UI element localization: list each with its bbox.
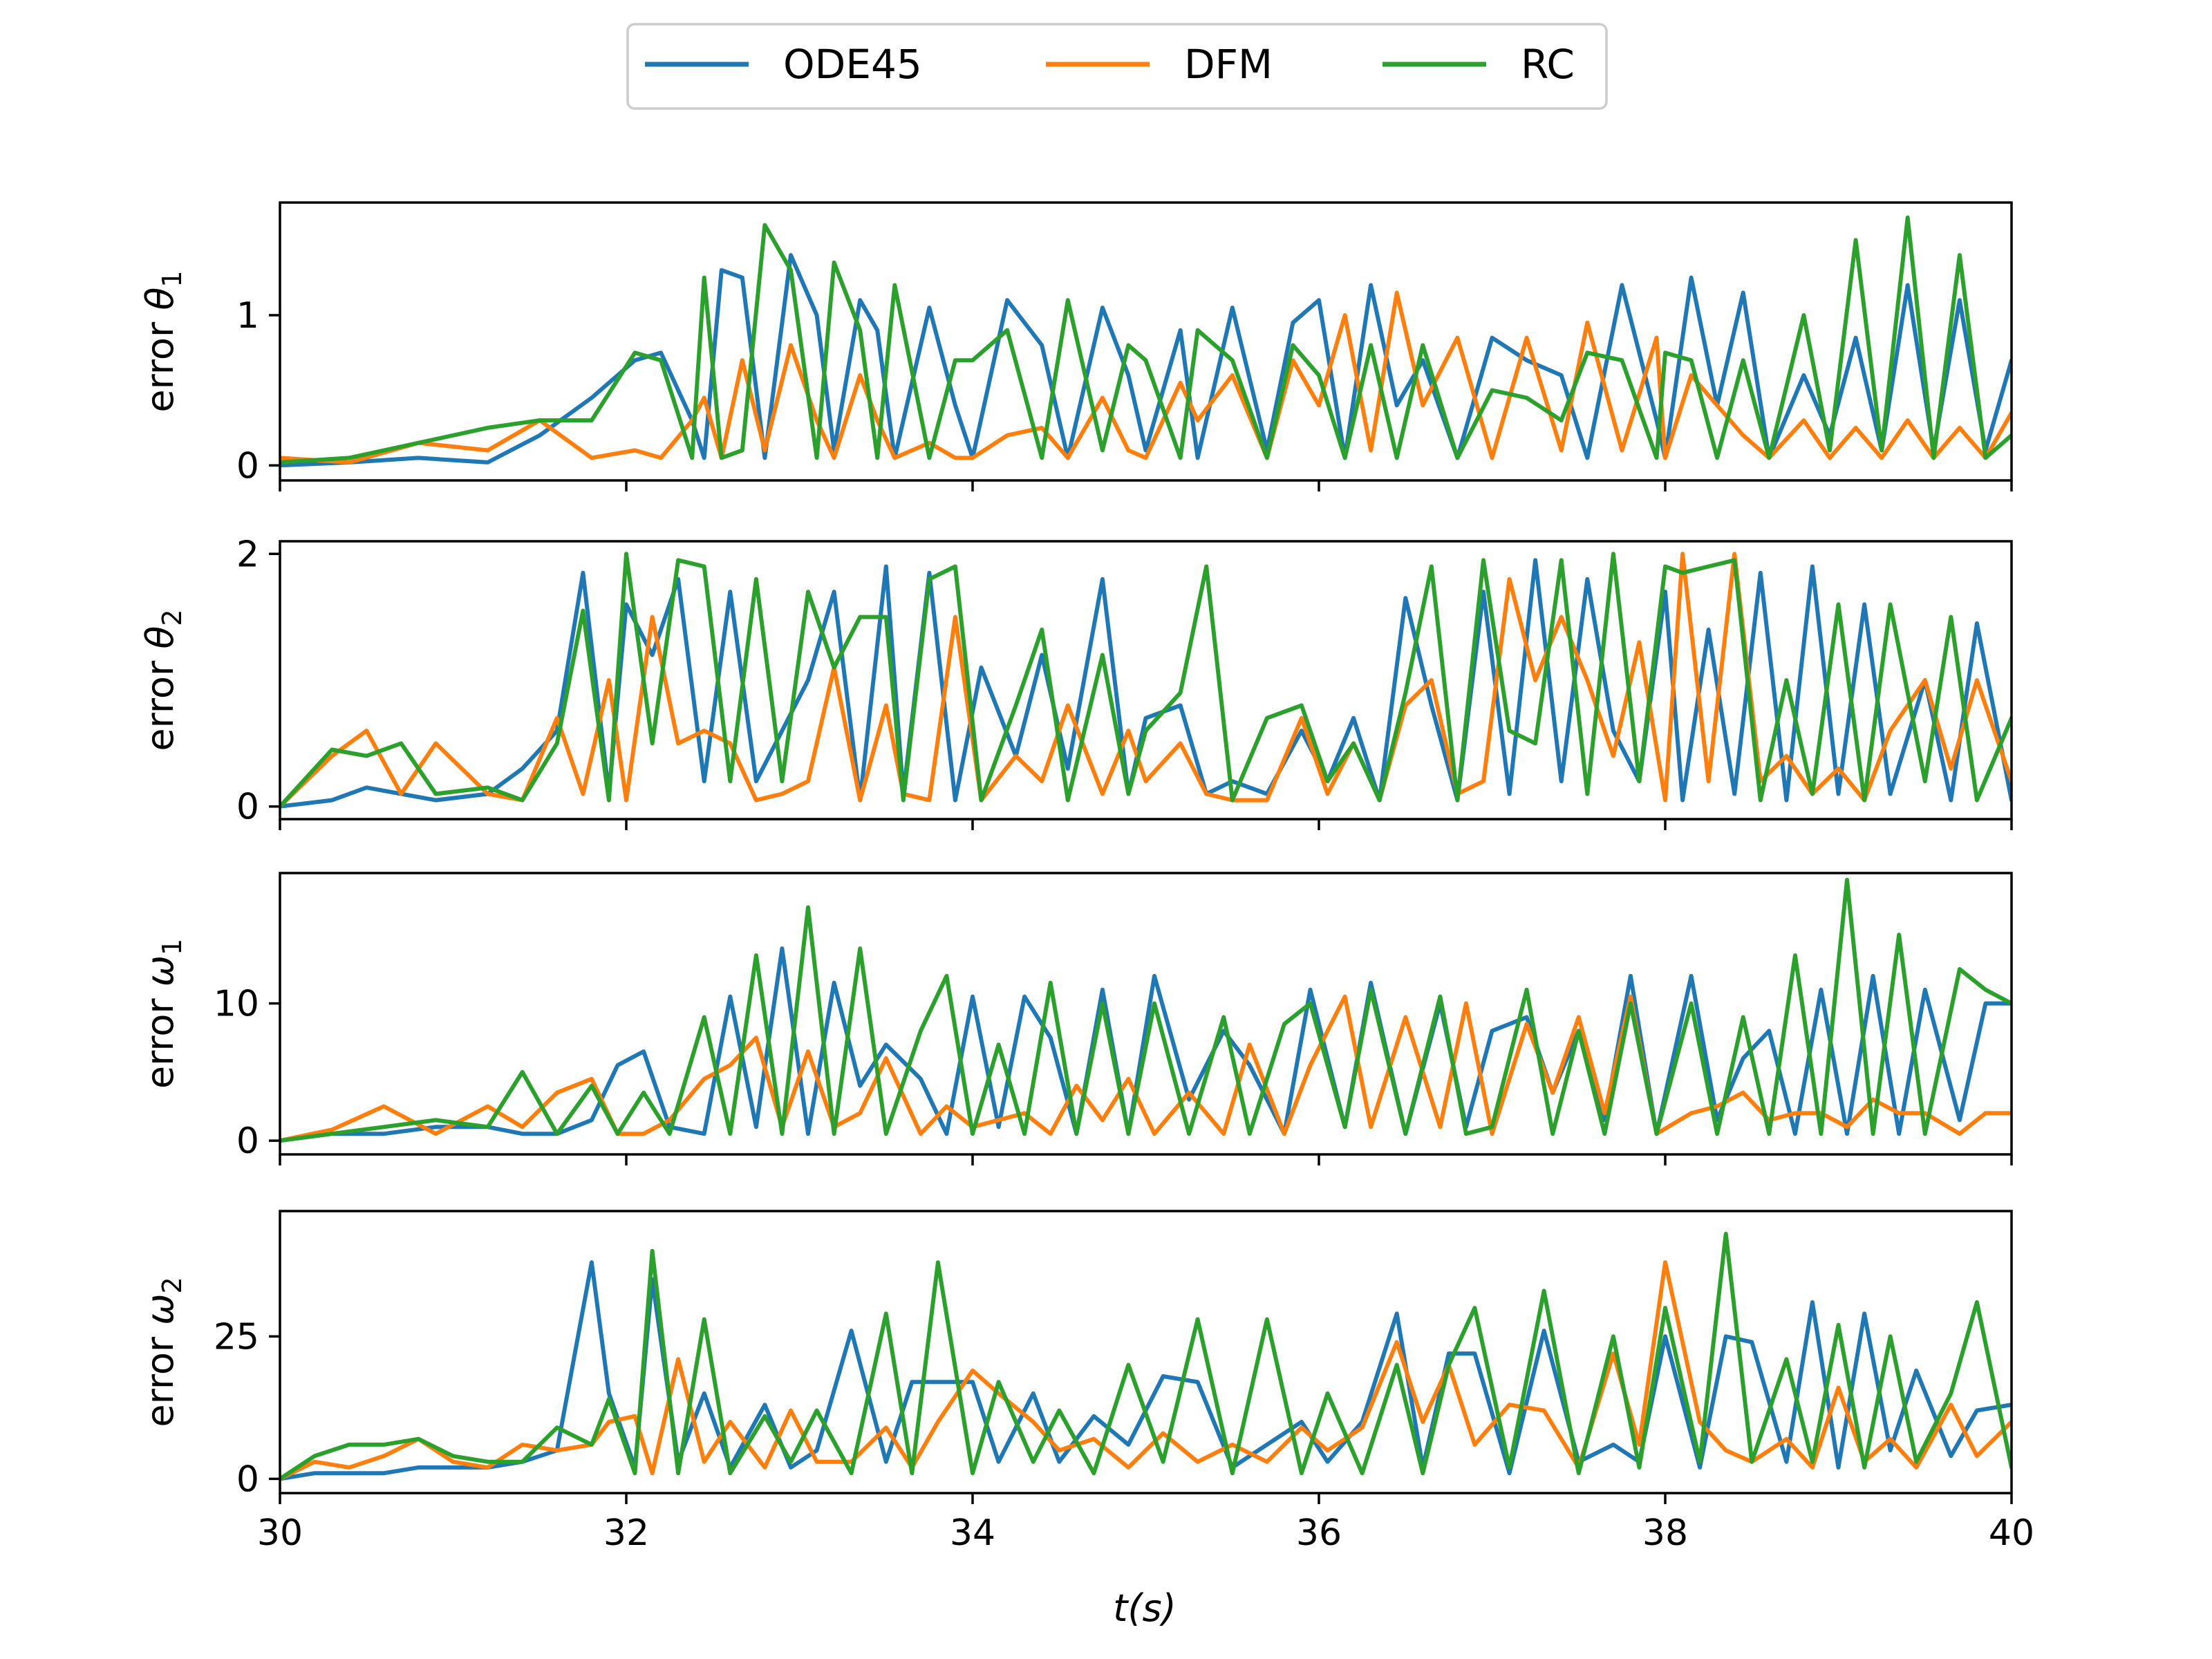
y-tick-label: 0 — [236, 1121, 259, 1162]
series-lines — [280, 1232, 2012, 1481]
series-ode45-line — [280, 253, 2012, 468]
series-dfm-line — [280, 552, 2012, 809]
y-tick-label: 0 — [236, 445, 259, 487]
series-lines — [280, 215, 2012, 468]
legend-label-dfm: DFM — [1184, 41, 1273, 88]
y-tick-label: 10 — [214, 984, 259, 1025]
y-axis-label: error ω2 — [138, 1277, 187, 1427]
subplot-4: 0 25 30 32 34 36 38 40 error ω2 — [138, 1210, 2034, 1554]
axes-frame — [279, 872, 2013, 1156]
subplots: 0 1 error θ1 0 2 error θ2 0 10 error ω1 0 25 30 32 34… — [138, 201, 2034, 1554]
subplot-2: 0 2 error θ2 — [138, 534, 2013, 830]
series-rc-line — [280, 877, 2012, 1143]
y-tick-label: 25 — [214, 1316, 259, 1358]
series-lines — [280, 877, 2012, 1143]
y-axis-label: error θ2 — [138, 609, 187, 751]
series-dfm-line — [280, 994, 2012, 1143]
y-tick-label: 0 — [236, 787, 259, 828]
series-rc-line — [280, 215, 2012, 465]
y-tick-label: 0 — [236, 1459, 259, 1500]
x-tick-label: 34 — [950, 1512, 995, 1554]
series-rc-line — [280, 1232, 2012, 1481]
series-rc-line — [280, 552, 2012, 809]
y-axis-label: error ω1 — [138, 939, 187, 1089]
subplot-3: 0 10 error ω1 — [138, 872, 2013, 1165]
y-axis-label: error θ1 — [138, 270, 187, 412]
y-tick-label: 1 — [236, 295, 259, 337]
y-tick-label: 2 — [236, 534, 259, 575]
axes-frame — [279, 1210, 2013, 1494]
subplot-1: 0 1 error θ1 — [138, 201, 2013, 491]
x-tick-label: 32 — [603, 1512, 649, 1554]
axes-frame — [279, 201, 2013, 482]
axes-frame — [279, 540, 2013, 821]
x-tick-label: 38 — [1642, 1512, 1688, 1554]
x-tick-label: 40 — [1989, 1512, 2034, 1554]
series-lines — [280, 552, 2012, 809]
legend-label-ode45: ODE45 — [783, 41, 922, 88]
legend: ODE45 DFM RC — [626, 23, 1608, 110]
legend-label-rc: RC — [1521, 41, 1575, 88]
x-tick-label: 36 — [1296, 1512, 1342, 1554]
x-axis-label: t(s) — [1113, 1586, 1176, 1630]
series-dfm-line — [280, 290, 2012, 465]
series-dfm-line — [280, 1260, 2012, 1481]
x-tick-label: 30 — [257, 1512, 303, 1554]
